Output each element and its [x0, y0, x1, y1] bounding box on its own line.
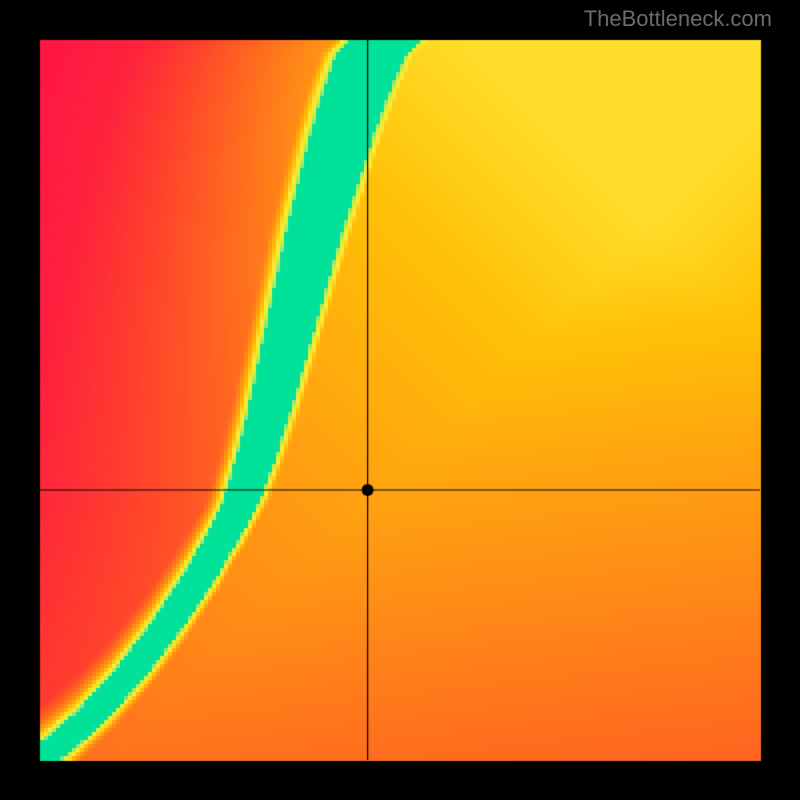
- watermark-text: TheBottleneck.com: [584, 6, 772, 32]
- bottleneck-heatmap: [0, 0, 800, 800]
- chart-container: TheBottleneck.com: [0, 0, 800, 800]
